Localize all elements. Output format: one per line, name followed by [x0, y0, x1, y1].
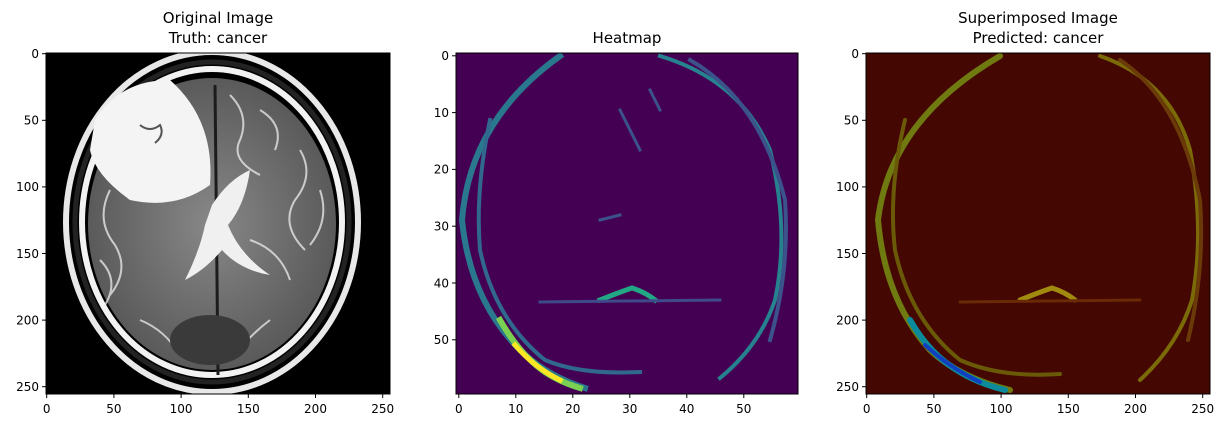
y-tick-label: 250	[16, 380, 39, 394]
y-tick: 0	[441, 49, 456, 63]
y-tick-label: 100	[836, 180, 859, 194]
x-tick: 250	[371, 394, 394, 416]
panel-original-axes-frame	[45, 52, 391, 395]
y-tick-label: 0	[441, 49, 449, 63]
y-tick: 40	[434, 276, 456, 290]
x-tick: 150	[1057, 394, 1080, 416]
y-tick-label: 50	[844, 114, 859, 128]
y-tick-label: 20	[434, 163, 449, 177]
panel-original-y-ticks: 0 50 100 150 200 250	[16, 47, 46, 394]
x-tick-label: 40	[679, 402, 694, 416]
panel-heatmap-x-ticks: 0 10 20 30 40 50	[455, 394, 751, 416]
y-tick: 10	[434, 106, 456, 120]
panel-superimposed: Superimposed Image Predicted: cancer 0 5…	[836, 9, 1214, 416]
x-tick-label: 0	[455, 402, 463, 416]
y-tick: 200	[836, 313, 866, 327]
panel-heatmap-axes-frame	[455, 52, 799, 395]
x-tick-label: 100	[170, 402, 193, 416]
x-tick-label: 250	[371, 402, 394, 416]
x-tick-label: 50	[736, 402, 751, 416]
y-tick-label: 250	[836, 380, 859, 394]
x-tick: 0	[455, 394, 463, 416]
heatmap-image	[456, 53, 798, 394]
x-tick-label: 50	[106, 402, 121, 416]
panel-heatmap-title: Heatmap	[593, 29, 662, 47]
panel-original-x-ticks: 0 50 100 150 200 250	[43, 394, 394, 416]
panel-original: Original Image Truth: cancer	[16, 9, 394, 416]
x-tick-label: 200	[304, 402, 327, 416]
y-tick: 100	[16, 180, 46, 194]
x-tick-label: 100	[990, 402, 1013, 416]
x-tick: 40	[679, 394, 694, 416]
y-tick: 50	[24, 114, 46, 128]
panel-heatmap-y-ticks: 0 10 20 30 40 50	[434, 49, 456, 347]
x-tick: 100	[170, 394, 193, 416]
superimposed-image	[866, 53, 1210, 394]
panel-original-title-line-2: Truth: cancer	[168, 29, 268, 47]
mri-image	[46, 53, 390, 394]
y-tick-label: 150	[836, 247, 859, 261]
panel-superimposed-y-ticks: 0 50 100 150 200 250	[836, 47, 866, 394]
y-tick: 0	[31, 47, 46, 61]
panel-superimposed-title-line-1: Superimposed Image	[958, 9, 1118, 27]
y-tick-label: 200	[16, 313, 39, 327]
x-tick-label: 20	[565, 402, 580, 416]
x-tick-label: 30	[622, 402, 637, 416]
y-tick: 150	[16, 247, 46, 261]
panel-superimposed-title-line-2: Predicted: cancer	[973, 29, 1105, 47]
x-tick: 150	[237, 394, 260, 416]
panel-heatmap: Heatmap 0 10	[434, 29, 799, 416]
x-tick-label: 200	[1124, 402, 1147, 416]
y-tick: 20	[434, 163, 456, 177]
y-tick: 150	[836, 247, 866, 261]
y-tick-label: 50	[434, 333, 449, 347]
x-tick: 0	[863, 394, 871, 416]
y-tick: 250	[16, 380, 46, 394]
y-tick-label: 0	[851, 47, 859, 61]
y-tick-label: 200	[836, 313, 859, 327]
y-tick-label: 30	[434, 220, 449, 234]
y-tick-label: 50	[24, 114, 39, 128]
x-tick: 50	[736, 394, 751, 416]
y-tick-label: 150	[16, 247, 39, 261]
x-tick: 50	[106, 394, 122, 416]
x-tick-label: 150	[1057, 402, 1080, 416]
x-tick-label: 10	[508, 402, 523, 416]
x-tick: 10	[508, 394, 523, 416]
x-tick-label: 0	[863, 402, 871, 416]
x-tick: 0	[43, 394, 51, 416]
x-tick: 100	[990, 394, 1013, 416]
y-tick: 0	[851, 47, 866, 61]
x-tick: 20	[565, 394, 580, 416]
x-tick: 30	[622, 394, 637, 416]
x-tick: 50	[926, 394, 942, 416]
y-tick-label: 40	[434, 276, 449, 290]
y-tick: 250	[836, 380, 866, 394]
panel-superimposed-x-ticks: 0 50 100 150 200 250	[863, 394, 1214, 416]
y-tick: 50	[844, 114, 866, 128]
x-tick-label: 250	[1191, 402, 1214, 416]
y-tick-label: 100	[16, 180, 39, 194]
x-tick: 200	[304, 394, 327, 416]
y-tick: 30	[434, 220, 456, 234]
y-tick: 50	[434, 333, 456, 347]
y-tick-label: 10	[434, 106, 449, 120]
y-tick-label: 0	[31, 47, 39, 61]
y-tick: 100	[836, 180, 866, 194]
x-tick-label: 150	[237, 402, 260, 416]
panel-original-title-line-1: Original Image	[163, 9, 273, 27]
x-tick: 200	[1124, 394, 1147, 416]
x-tick: 250	[1191, 394, 1214, 416]
y-tick: 200	[16, 313, 46, 327]
panel-superimposed-axes-frame	[865, 52, 1211, 395]
x-tick-label: 0	[43, 402, 51, 416]
x-tick-label: 50	[926, 402, 941, 416]
